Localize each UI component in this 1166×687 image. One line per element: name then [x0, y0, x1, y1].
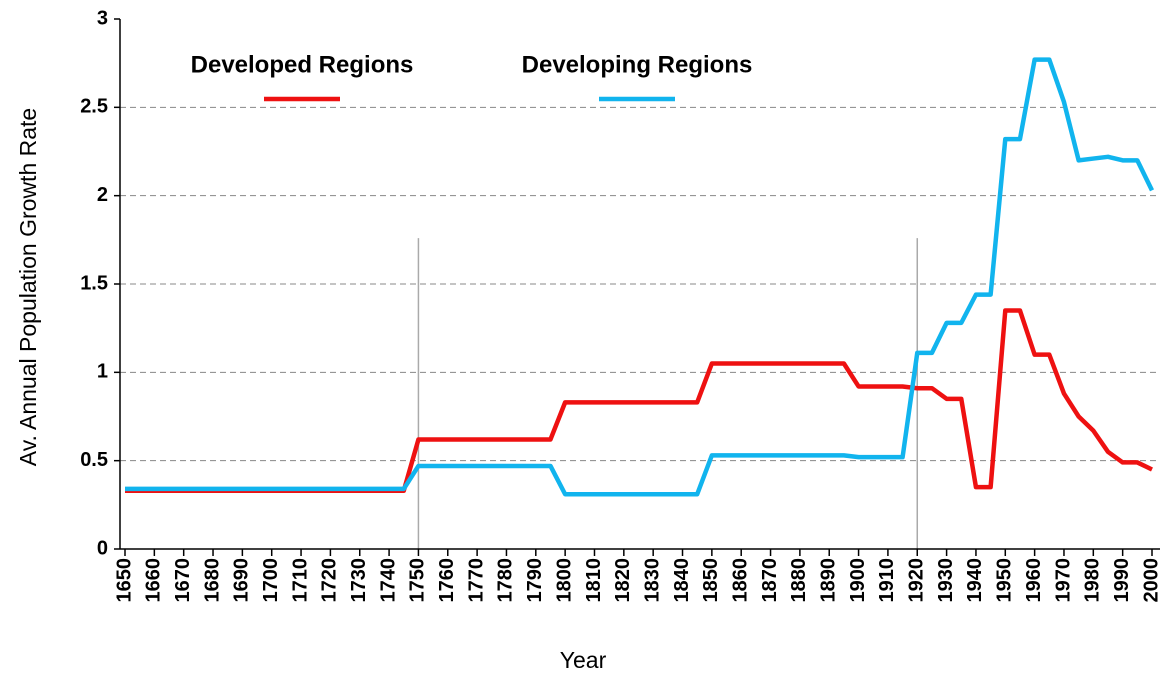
x-tick-label: 1740: [377, 558, 399, 603]
x-tick-label: 1750: [407, 558, 429, 603]
data-line: [125, 57, 1155, 497]
x-tick-label: 1990: [1111, 558, 1133, 603]
x-tick-label: 1650: [113, 558, 135, 603]
x-tick-label: 1800: [553, 558, 575, 603]
data-line: [125, 308, 1153, 493]
x-tick-label: 1860: [729, 558, 751, 603]
legend-label: Developing Regions: [522, 51, 753, 78]
x-tick-label: 1910: [876, 558, 898, 603]
x-axis-title: Year: [560, 647, 607, 673]
x-tick-label: 1870: [759, 558, 781, 603]
y-tick-label: 2: [97, 184, 108, 206]
x-tick-label: 1840: [671, 558, 693, 603]
x-tick-label: 1690: [231, 558, 253, 603]
x-tick-label: 1960: [1023, 558, 1045, 603]
x-tick-label: 1760: [436, 558, 458, 603]
x-tick-label: 1920: [906, 558, 928, 603]
x-tick-label: 1780: [495, 558, 517, 603]
x-tick-label: 1900: [847, 558, 869, 603]
x-tick-label: 1720: [319, 558, 341, 603]
x-tick-label: 1670: [172, 558, 194, 603]
x-tick-label: 1830: [641, 558, 663, 603]
x-tick-label: 1890: [818, 558, 840, 603]
x-tick-label: 1730: [348, 558, 370, 603]
y-tick-label: 1: [97, 361, 108, 383]
x-tick-label: 1940: [964, 558, 986, 603]
x-tick-label: 1880: [788, 558, 810, 603]
x-tick-label: 1950: [994, 558, 1016, 603]
y-tick-label: 3: [97, 7, 108, 29]
x-tick-label: 1820: [612, 558, 634, 603]
y-axis-title: Av. Annual Population Growth Rate: [15, 108, 41, 466]
x-tick-label: 1810: [583, 558, 605, 603]
x-tick-label: 1660: [143, 558, 165, 603]
x-tick-label: 1970: [1052, 558, 1074, 603]
x-tick-label: 1930: [935, 558, 957, 603]
x-tick-label: 1770: [465, 558, 487, 603]
y-tick-label: 0.5: [80, 449, 108, 471]
legend-label: Developed Regions: [191, 51, 414, 78]
x-tick-label: 2000: [1140, 558, 1162, 603]
x-tick-label: 1850: [700, 558, 722, 603]
y-tick-label: 1.5: [80, 272, 108, 294]
y-tick-label: 2.5: [80, 96, 108, 118]
x-tick-label: 1700: [260, 558, 282, 603]
x-tick-label: 1680: [201, 558, 223, 603]
x-tick-label: 1710: [289, 558, 311, 603]
x-tick-label: 1790: [524, 558, 546, 603]
y-tick-label: 0: [97, 537, 108, 559]
x-tick-label: 1980: [1082, 558, 1104, 603]
